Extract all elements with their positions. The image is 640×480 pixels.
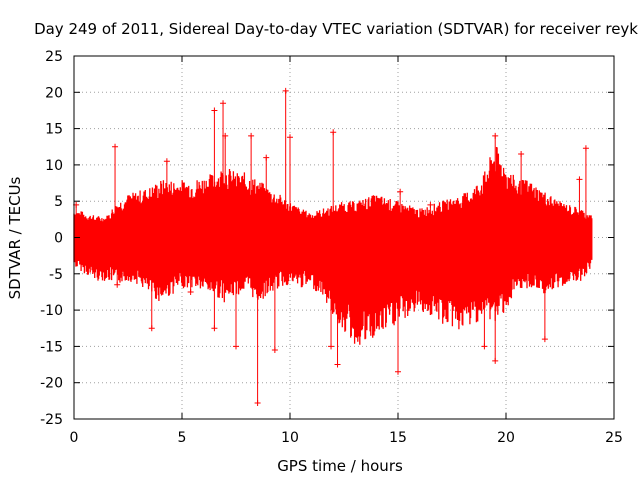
data-point-marker [328,343,335,350]
y-tick-label: 5 [54,194,63,210]
data-point-marker [492,357,499,364]
y-tick-label: -10 [40,303,63,319]
y-tick-label: 25 [45,49,63,65]
data-point-marker [163,158,170,165]
data-point-marker [330,129,337,136]
data-point-marker [248,132,255,139]
data-point-marker [492,132,499,139]
data-point-marker [282,87,289,94]
data-layer [73,87,593,407]
x-tick-labels: 0 5 10 15 20 25 [70,430,623,446]
x-axis-label: GPS time / hours [277,457,403,475]
data-point-marker [427,201,434,208]
data-point-marker [220,100,227,107]
axis-ticks [73,55,615,420]
data-point-marker [112,143,119,150]
data-point-marker [263,154,270,161]
data-point-marker [582,145,589,152]
y-tick-label: -25 [40,412,63,428]
x-tick-label: 15 [389,430,407,446]
data-point-marker [211,107,218,114]
x-tick-label: 5 [178,430,187,446]
data-point-marker [187,288,194,295]
y-tick-labels: 25 20 15 10 5 0 -5 -10 -15 -20 -25 [40,49,63,428]
chart-title: Day 249 of 2011, Sidereal Day-to-day VTE… [34,20,638,38]
x-tick-label: 10 [281,430,299,446]
data-point-marker [254,400,261,407]
data-point-marker [222,132,229,139]
data-point-marker [148,325,155,332]
data-point-marker [395,368,401,375]
y-tick-label: -20 [40,376,63,392]
y-tick-label: 15 [45,122,63,138]
data-point-marker [334,361,341,368]
data-point-marker [576,176,583,183]
data-point-marker [287,134,293,141]
y-tick-label: 20 [45,85,63,101]
y-tick-label: 0 [54,231,63,247]
data-point-marker [211,325,218,332]
data-point-marker [271,347,278,354]
y-tick-label: -5 [49,267,63,283]
data-point-marker [518,151,525,158]
data-point-marker [397,188,404,195]
data-point-marker [541,336,548,343]
y-axis-label: SDTVAR / TECUs [6,176,24,299]
data-point-marker [114,281,121,288]
x-tick-label: 20 [497,430,515,446]
data-point-marker [233,343,239,350]
x-tick-label: 25 [605,430,623,446]
data-point-marker [481,343,488,350]
y-tick-label: 10 [45,158,63,174]
gridlines [74,56,614,419]
y-tick-label: -15 [40,339,63,355]
x-tick-label: 0 [70,430,79,446]
